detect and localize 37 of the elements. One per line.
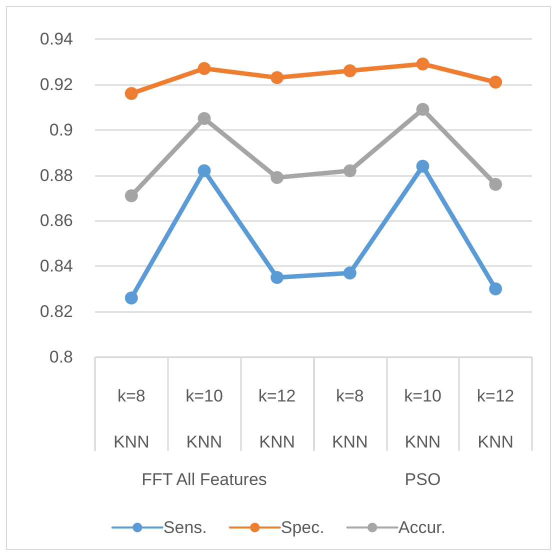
point (124, 87, 138, 100)
point (343, 64, 356, 78)
y-tick-label: 0.82 (40, 302, 73, 322)
point (489, 76, 502, 89)
y-tick-label: 0.86 (40, 211, 73, 230)
point (198, 112, 211, 125)
category-label: k=12 KNN (258, 386, 296, 452)
y-tick-label: 0.92 (40, 74, 73, 94)
point (270, 271, 284, 284)
point (198, 164, 211, 178)
category-label: k=8 KNN (113, 386, 150, 452)
y-tick-label: 0.88 (40, 166, 73, 185)
legend-label: Spec. (280, 518, 324, 537)
text: FFT All Features (142, 470, 267, 489)
category-label: k=10 KNN (186, 386, 223, 452)
point (416, 57, 430, 70)
category-label: k=12 KNN (476, 386, 514, 452)
point (416, 160, 430, 173)
y-tick-label: 0.8 (49, 348, 73, 366)
legend-label: Accur. (398, 518, 446, 537)
point (489, 282, 502, 296)
y-tick-label: 0.9 (49, 120, 73, 140)
point (343, 266, 356, 280)
point (270, 171, 284, 184)
y-tick-label: 0.84 (40, 256, 73, 276)
point (343, 164, 356, 178)
point (270, 71, 284, 84)
point (124, 291, 138, 304)
point (416, 102, 430, 116)
point (198, 62, 211, 76)
point (124, 189, 138, 202)
text: PSO (404, 470, 441, 489)
category-label: k=8 KNN (332, 386, 368, 452)
y-tick-label: 0.94 (40, 30, 73, 48)
point (489, 178, 502, 191)
category-label: k=10 KNN (404, 386, 442, 452)
legend-label: Sens. (163, 518, 207, 537)
